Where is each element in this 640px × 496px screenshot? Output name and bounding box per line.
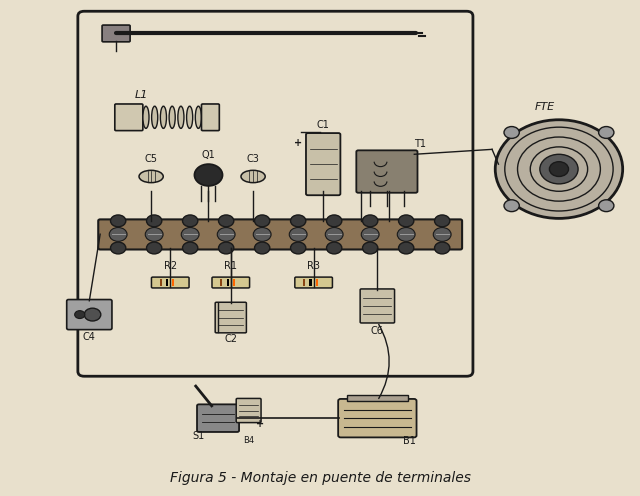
- FancyBboxPatch shape: [197, 404, 239, 432]
- Text: C6: C6: [371, 326, 384, 336]
- Circle shape: [147, 242, 162, 254]
- Bar: [160, 279, 162, 287]
- FancyBboxPatch shape: [295, 277, 332, 288]
- Circle shape: [362, 215, 378, 227]
- Text: B4: B4: [243, 436, 254, 445]
- Text: R2: R2: [164, 261, 177, 271]
- Circle shape: [218, 242, 234, 254]
- Circle shape: [598, 126, 614, 138]
- Circle shape: [75, 310, 85, 318]
- Circle shape: [195, 164, 223, 186]
- Ellipse shape: [187, 106, 193, 128]
- Bar: [220, 279, 222, 287]
- FancyBboxPatch shape: [102, 25, 130, 42]
- Text: +: +: [294, 138, 302, 148]
- Circle shape: [218, 215, 234, 227]
- Text: S1: S1: [193, 432, 205, 441]
- FancyBboxPatch shape: [115, 104, 143, 130]
- Circle shape: [217, 228, 235, 242]
- Circle shape: [291, 215, 306, 227]
- Circle shape: [598, 200, 614, 212]
- Ellipse shape: [178, 106, 184, 128]
- Circle shape: [325, 228, 343, 242]
- Ellipse shape: [143, 106, 149, 128]
- Text: FTE: FTE: [535, 102, 555, 113]
- Text: R1: R1: [224, 261, 237, 271]
- Circle shape: [326, 215, 342, 227]
- Circle shape: [504, 200, 519, 212]
- Circle shape: [145, 228, 163, 242]
- FancyBboxPatch shape: [212, 277, 250, 288]
- Text: B1: B1: [403, 436, 415, 446]
- FancyBboxPatch shape: [215, 302, 246, 333]
- Circle shape: [253, 228, 271, 242]
- Text: C2: C2: [224, 334, 237, 344]
- Circle shape: [255, 242, 270, 254]
- Circle shape: [397, 228, 415, 242]
- Circle shape: [255, 215, 270, 227]
- Text: L1: L1: [135, 90, 148, 100]
- Circle shape: [111, 215, 126, 227]
- Circle shape: [399, 242, 414, 254]
- Text: +: +: [256, 419, 264, 429]
- Bar: [233, 279, 235, 287]
- Ellipse shape: [161, 106, 166, 128]
- Bar: [166, 279, 168, 287]
- FancyBboxPatch shape: [99, 219, 462, 249]
- Circle shape: [435, 215, 450, 227]
- Ellipse shape: [195, 106, 202, 128]
- Circle shape: [495, 120, 623, 218]
- Ellipse shape: [139, 170, 163, 183]
- Circle shape: [182, 242, 198, 254]
- Ellipse shape: [169, 106, 175, 128]
- Circle shape: [433, 228, 451, 242]
- Text: C1: C1: [317, 120, 330, 129]
- Text: C5: C5: [145, 154, 157, 164]
- Bar: [227, 279, 228, 287]
- Circle shape: [504, 126, 519, 138]
- Circle shape: [361, 228, 379, 242]
- Ellipse shape: [241, 170, 265, 183]
- Bar: [347, 395, 408, 401]
- Bar: [316, 279, 318, 287]
- Circle shape: [549, 162, 568, 177]
- FancyBboxPatch shape: [338, 399, 417, 437]
- Text: Figura 5 - Montaje en puente de terminales: Figura 5 - Montaje en puente de terminal…: [170, 471, 470, 485]
- Ellipse shape: [152, 106, 157, 128]
- Text: C4: C4: [83, 332, 96, 342]
- Circle shape: [399, 215, 414, 227]
- Circle shape: [182, 215, 198, 227]
- FancyBboxPatch shape: [67, 300, 112, 330]
- Circle shape: [289, 228, 307, 242]
- Bar: [309, 279, 312, 287]
- Text: Q1: Q1: [202, 150, 216, 160]
- Text: R3: R3: [307, 261, 320, 271]
- FancyBboxPatch shape: [360, 289, 394, 323]
- FancyBboxPatch shape: [236, 398, 261, 423]
- Bar: [303, 279, 305, 287]
- Text: C3: C3: [246, 154, 260, 164]
- Circle shape: [540, 154, 578, 184]
- FancyBboxPatch shape: [202, 104, 220, 130]
- Circle shape: [291, 242, 306, 254]
- Circle shape: [326, 242, 342, 254]
- Circle shape: [84, 308, 100, 321]
- Circle shape: [147, 215, 162, 227]
- Circle shape: [109, 228, 127, 242]
- Bar: [172, 279, 175, 287]
- FancyBboxPatch shape: [356, 150, 417, 193]
- FancyBboxPatch shape: [152, 277, 189, 288]
- Circle shape: [362, 242, 378, 254]
- Circle shape: [181, 228, 199, 242]
- FancyBboxPatch shape: [306, 133, 340, 195]
- Text: T1: T1: [414, 139, 426, 149]
- Circle shape: [435, 242, 450, 254]
- Circle shape: [111, 242, 126, 254]
